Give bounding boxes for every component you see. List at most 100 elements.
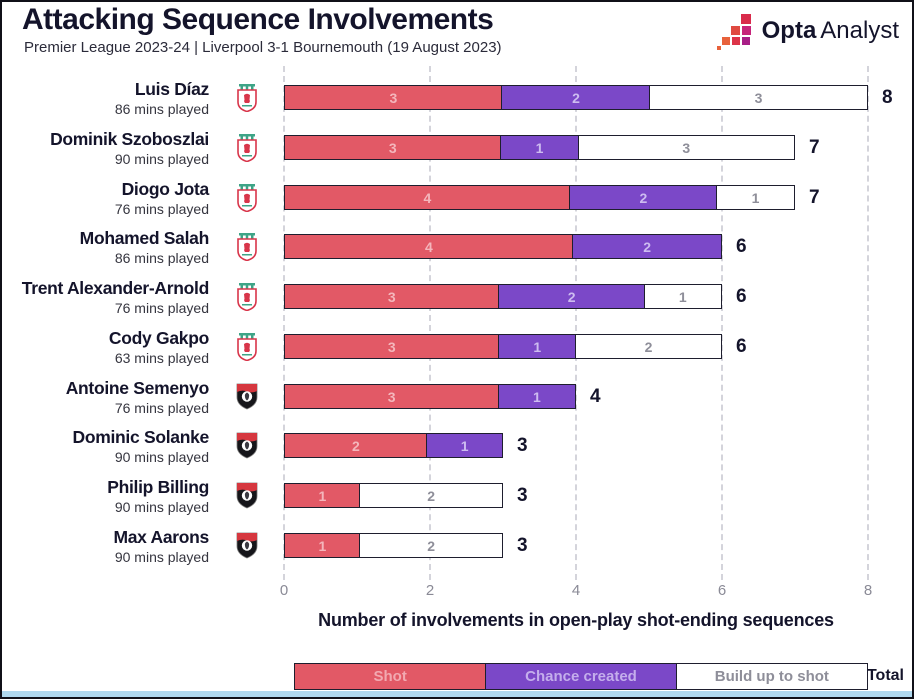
segment-value: 1 (535, 139, 544, 156)
stacked-bar: 3 1 3 (284, 135, 795, 160)
total-value: 7 (809, 136, 820, 158)
team-crest (233, 431, 261, 461)
player-name: Diogo Jota (121, 178, 210, 199)
build-up-segment: 1 (715, 185, 795, 210)
x-tick-label: 4 (571, 582, 581, 599)
shot-segment: 4 (284, 234, 574, 259)
segment-value: 2 (643, 238, 652, 255)
player-name: Mohamed Salah (79, 227, 210, 248)
gridline (575, 66, 577, 580)
player-label: Cody Gakpo 63 mins played (2, 328, 209, 366)
segment-value: 1 (533, 338, 542, 355)
gridline (283, 66, 285, 580)
player-row: Trent Alexander-Arnold 76 mins played 3 2… (2, 278, 912, 316)
opta-analyst-logo: Opta Analyst (716, 11, 899, 51)
opta-analyst-wordmark: Opta Analyst (761, 17, 899, 44)
team-crest (233, 133, 261, 163)
team-crest (233, 232, 261, 262)
chance-created-segment: 1 (498, 334, 577, 359)
total-value: 7 (809, 186, 820, 208)
segment-value: 2 (351, 437, 360, 454)
x-tick-label: 2 (425, 582, 435, 599)
chance-created-segment: 1 (499, 135, 580, 160)
total-value: 8 (882, 86, 893, 108)
player-label: Dominic Solanke 90 mins played (2, 427, 209, 465)
segment-value: 2 (572, 89, 580, 106)
segment-value: 3 (387, 338, 396, 355)
liverpool-crest-icon (237, 83, 257, 112)
segment-value: 1 (318, 537, 327, 554)
player-label: Trent Alexander-Arnold 76 mins played (2, 277, 210, 316)
total-value: 6 (736, 235, 747, 257)
shot-segment: 3 (284, 334, 500, 359)
bournemouth-crest-icon (236, 482, 258, 509)
bottom-accent-bar (2, 691, 912, 697)
player-mins: 76 mins played (114, 200, 209, 217)
player-mins: 63 mins played (114, 349, 209, 366)
team-crest (233, 183, 261, 213)
x-tick-label: 6 (717, 582, 727, 599)
segment-value: 3 (389, 89, 398, 106)
bournemouth-crest-icon (236, 383, 258, 410)
segment-value: 3 (754, 89, 763, 106)
player-label: Antoine Semenyo 76 mins played (2, 377, 210, 416)
player-name: Max Aarons (113, 526, 209, 547)
build-up-segment: 2 (359, 533, 503, 558)
subtitle: Premier League 2023-24 | Liverpool 3-1 B… (24, 39, 502, 56)
segment-value: 3 (387, 288, 396, 305)
liverpool-crest-icon (237, 183, 257, 212)
player-name: Dominik Szoboszlai (50, 128, 209, 149)
player-label: Luis Díaz 86 mins played (2, 79, 209, 117)
team-crest (233, 531, 261, 561)
segment-value: 1 (460, 437, 469, 454)
liverpool-crest-icon (237, 232, 257, 261)
bournemouth-crest-icon (236, 532, 258, 559)
stacked-bar: 3 1 2 (284, 334, 723, 359)
shot-segment: 1 (284, 533, 361, 558)
shot-segment: 3 (284, 384, 500, 409)
stacked-bar: 4 2 1 (284, 185, 795, 210)
segment-value: 1 (532, 388, 541, 405)
gridline (867, 66, 869, 580)
player-label: Philip Billing 90 mins played (2, 477, 209, 515)
x-tick-label: 0 (279, 582, 289, 599)
chance-created-segment: 2 (569, 185, 718, 210)
opta-squares-icon (716, 14, 751, 50)
plot-area (283, 66, 869, 580)
team-crest (233, 83, 261, 113)
total-value: 6 (736, 335, 747, 357)
segment-value: 2 (567, 288, 576, 305)
segment-value: 4 (424, 238, 433, 255)
total-value: 6 (736, 285, 747, 307)
legend-item-chance-created: Chance created (484, 663, 678, 690)
player-name: Trent Alexander-Arnold (21, 277, 210, 298)
player-mins: 76 mins played (114, 399, 209, 416)
shot-segment: 2 (284, 433, 428, 458)
segment-value: 1 (751, 189, 760, 206)
segment-value: 2 (639, 189, 648, 206)
player-name: Luis Díaz (134, 78, 209, 99)
segment-value: 2 (427, 537, 436, 554)
shot-segment: 3 (284, 135, 502, 160)
player-mins: 76 mins played (114, 299, 209, 316)
player-mins: 90 mins played (114, 498, 209, 515)
segment-value: 3 (682, 139, 691, 156)
x-tick-label: 8 (863, 582, 873, 599)
page-title: Attacking Sequence Involvements (22, 3, 494, 36)
player-row: Luis Díaz 86 mins played 3 2 3 8 (2, 79, 912, 117)
player-name: Philip Billing (107, 476, 209, 497)
player-row: Dominik Szoboszlai 90 mins played 3 1 3 7 (2, 129, 912, 167)
gridline (429, 66, 431, 580)
player-name: Antoine Semenyo (65, 377, 210, 398)
stacked-bar: 3 2 1 (284, 284, 723, 309)
chance-created-segment: 1 (426, 433, 503, 458)
